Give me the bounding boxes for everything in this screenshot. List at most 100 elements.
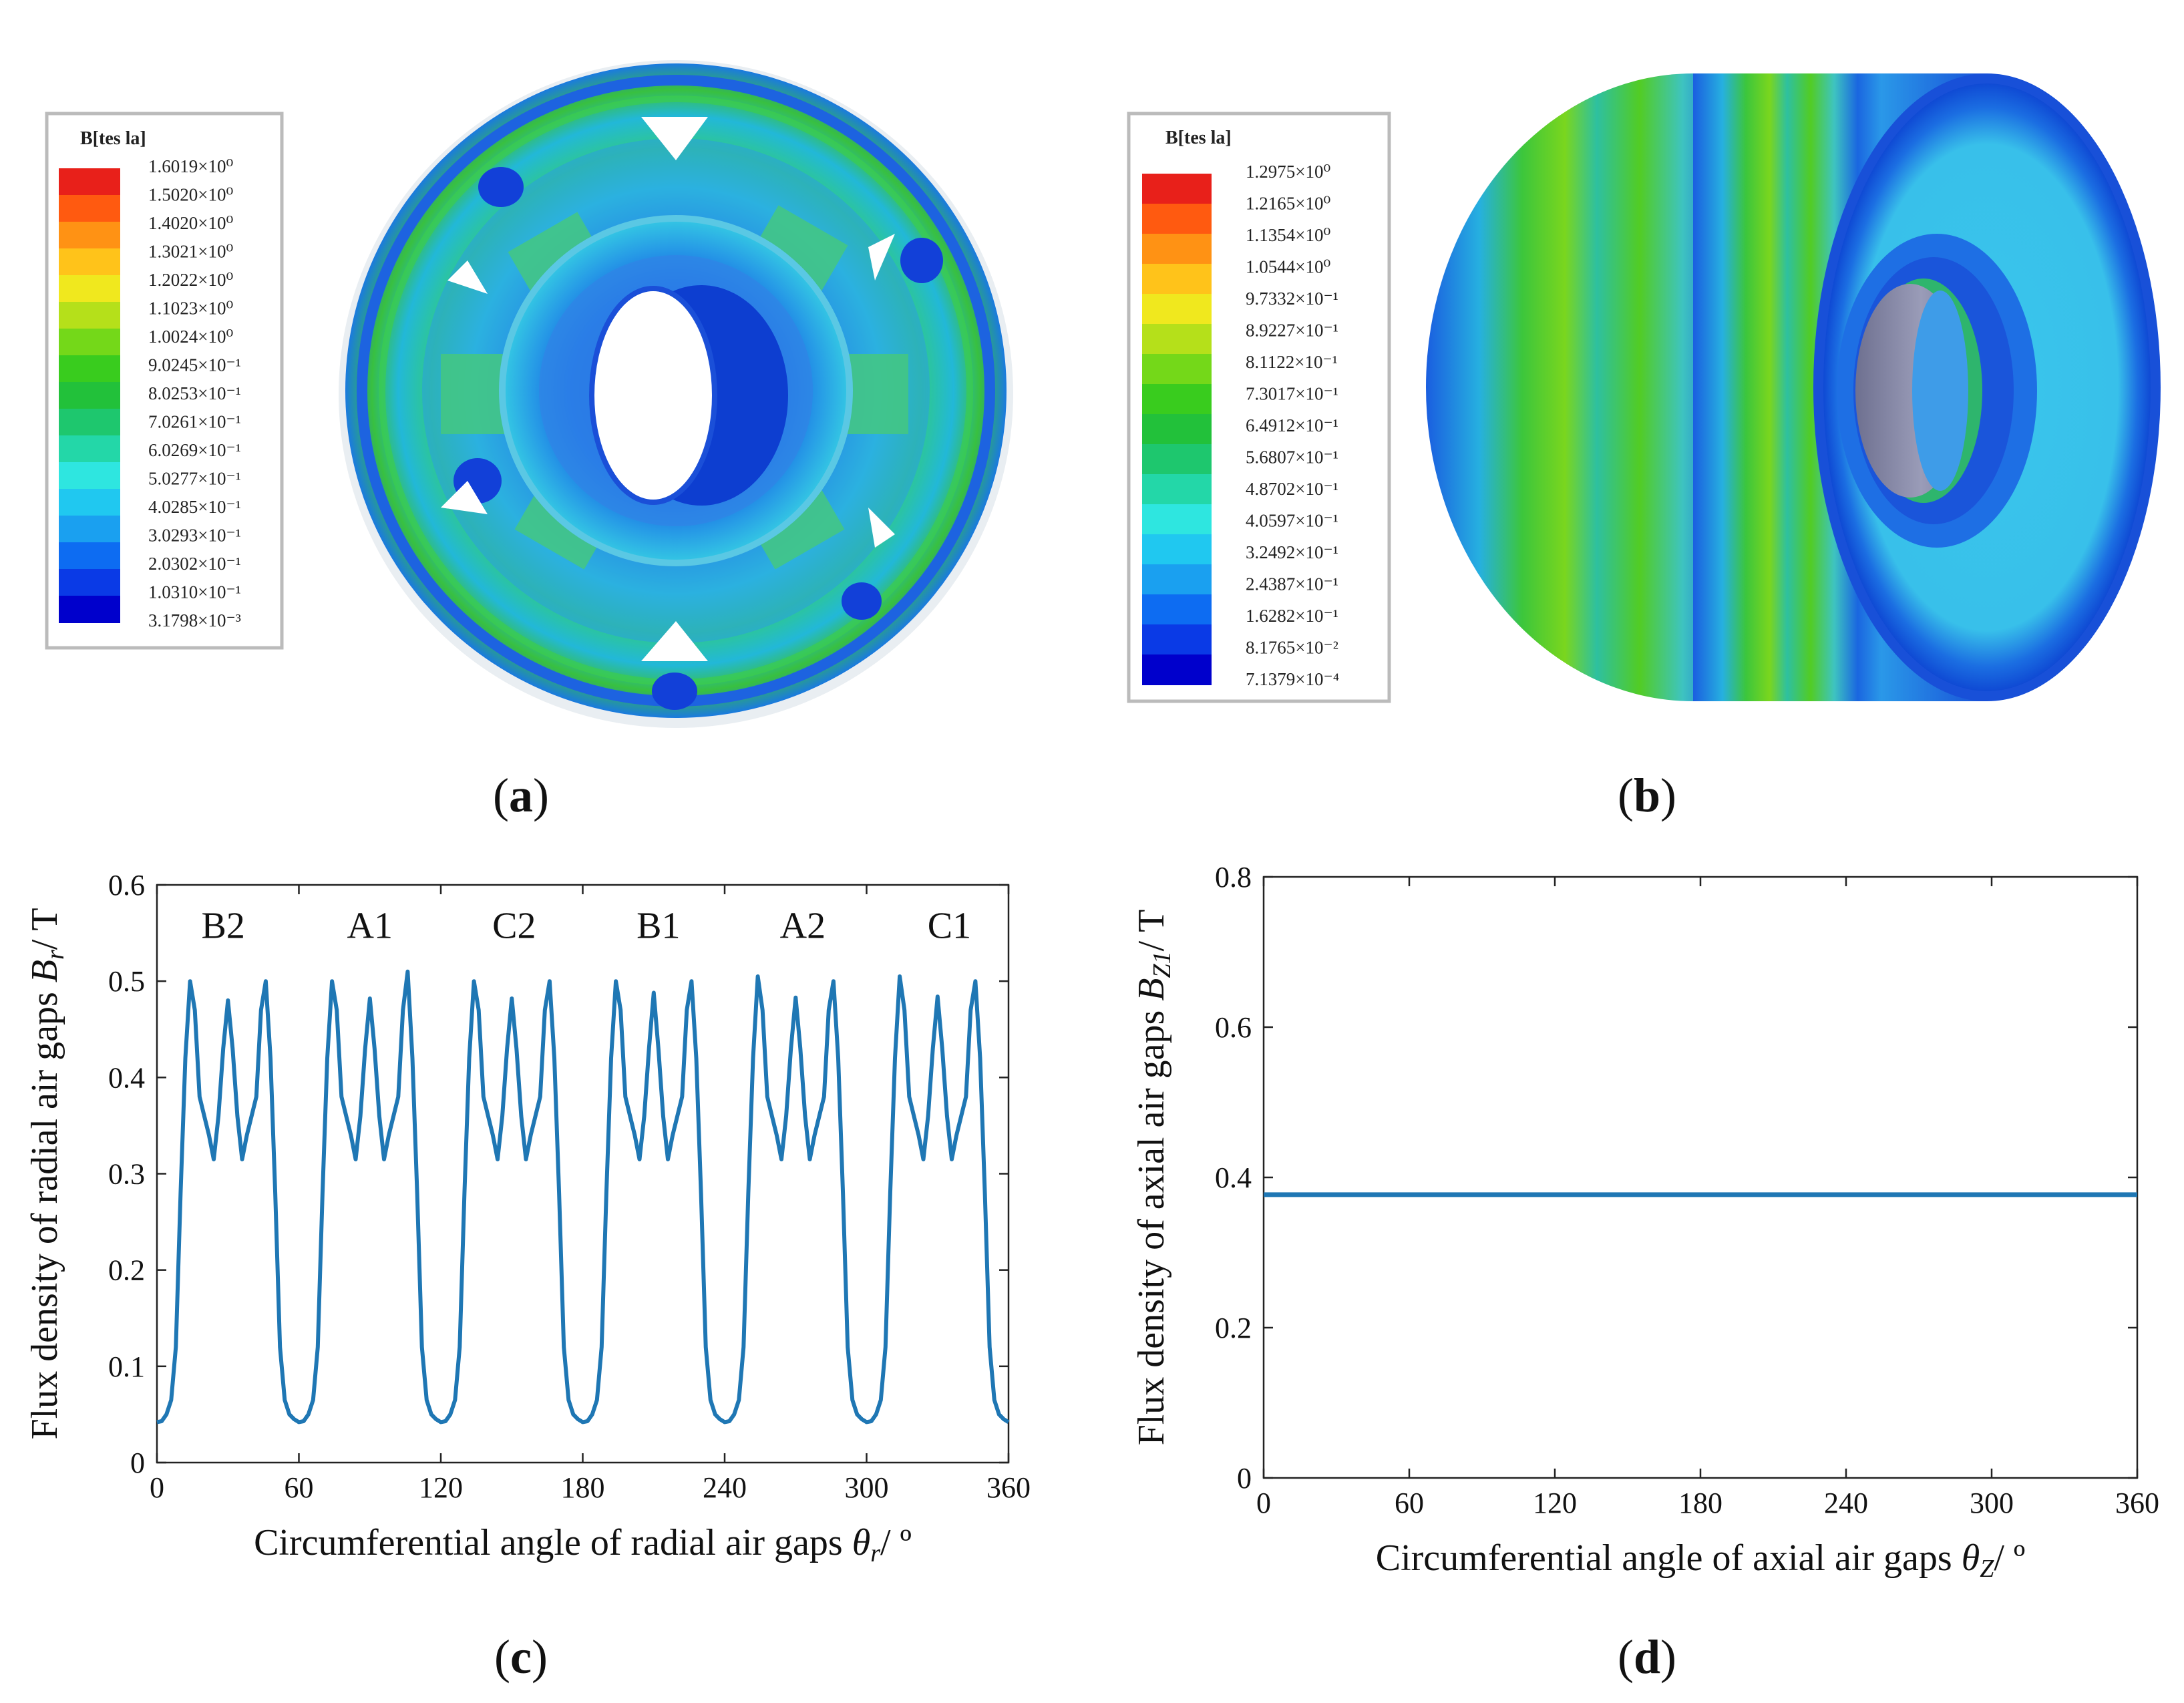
legend-a-swatch-0 (59, 168, 120, 196)
legend-b-swatch-6 (1142, 354, 1212, 385)
chart-d-xtick-label-5: 300 (1970, 1487, 2014, 1519)
legend-a-value-11: 5.0277×10⁻¹ (148, 469, 241, 489)
panel-a: B[tes la] 1.6019×10⁰ 1.5020×10⁰ 1.4020×10⁰… (45, 60, 1013, 822)
legend-b-swatch-8 (1142, 414, 1212, 445)
chart-d-xtick-label-6: 360 (2115, 1487, 2159, 1519)
legend-b-value-4: 9.7332×10⁻¹ (1246, 289, 1338, 309)
legend-b-value-11: 4.0597×10⁻¹ (1246, 511, 1338, 531)
legend-b-swatch-2 (1142, 234, 1212, 264)
chart-d-xtick-label-3: 180 (1678, 1487, 1722, 1519)
chart-c-xtick-label-0: 0 (150, 1471, 164, 1504)
legend-a-swatches (59, 168, 120, 623)
chart-c-xtick-label-6: 360 (986, 1471, 1031, 1504)
legend-a-swatch-7 (59, 355, 120, 383)
chart-d-xtick-label-2: 120 (1533, 1487, 1577, 1519)
legend-a-swatch-5 (59, 302, 120, 329)
legend-a-value-1: 1.5020×10⁰ (148, 185, 233, 205)
legend-a-value-3: 1.3021×10⁰ (148, 242, 233, 262)
legend-a-value-4: 1.2022×10⁰ (148, 270, 233, 290)
legend-a-swatch-2 (59, 222, 120, 249)
legend-b-value-2: 1.1354×10⁰ (1246, 225, 1330, 245)
legend-b-swatch-4 (1142, 294, 1212, 325)
chart-c-ytick-label-0: 0 (130, 1447, 145, 1479)
legend-a-value-12: 4.0285×10⁻¹ (148, 497, 241, 517)
legend-a-swatch-3 (59, 248, 120, 276)
chart-c-xtick-label-2: 120 (419, 1471, 463, 1504)
legend-b-value-14: 1.6282×10⁻¹ (1246, 606, 1338, 626)
legend-b-value-8: 6.4912×10⁻¹ (1246, 415, 1338, 435)
legend-b-swatch-5 (1142, 324, 1212, 355)
legend-a-swatch-8 (59, 382, 120, 409)
legend-b-value-5: 8.9227×10⁻¹ (1246, 321, 1338, 341)
legend-b: B[tes la] 1.2975×10⁰ 1.2165×10⁰ 1.1354×10⁰… (1127, 112, 1391, 703)
legend-b-swatch-9 (1142, 444, 1212, 475)
chart-d-ylabel: Flux density of axial air gaps BZ1/ T (1131, 910, 1176, 1446)
legend-b-value-3: 1.0544×10⁰ (1246, 257, 1330, 277)
legend-a-swatch-9 (59, 409, 120, 436)
legend-a-labels: 1.6019×10⁰ 1.5020×10⁰ 1.4020×10⁰ 1.3021×10⁰… (148, 156, 241, 630)
legend-b-swatch-13 (1142, 564, 1212, 595)
legend-a-value-10: 6.0269×10⁻¹ (148, 440, 241, 460)
chart-d-ytick-label-1: 0.2 (1215, 1312, 1252, 1344)
chart-d-xtick-label-4: 240 (1824, 1487, 1868, 1519)
legend-a-swatch-14 (59, 542, 120, 570)
chart-c-ytick-label-4: 0.4 (108, 1061, 145, 1094)
legend-a-swatch-10 (59, 435, 120, 463)
legend-b-value-10: 4.8702×10⁻¹ (1246, 479, 1338, 499)
legend-b-title: B[tes la] (1165, 128, 1232, 148)
legend-b-value-16: 7.1379×10⁻⁴ (1246, 669, 1339, 689)
chart-c-frame (156, 884, 1010, 1464)
legend-a-swatch-4 (59, 275, 120, 303)
legend-b-swatch-11 (1142, 504, 1212, 535)
chart-c-ylabel: Flux density of radial air gaps Br/ T (24, 908, 69, 1439)
legend-a-swatch-1 (59, 195, 120, 222)
legend-a-title: B[tes la] (80, 128, 146, 149)
legend-b-swatch-16 (1142, 654, 1212, 685)
legend-a-swatch-12 (59, 489, 120, 516)
legend-b-swatch-14 (1142, 594, 1212, 625)
motor-axial-flux-image (1426, 73, 2161, 701)
legend-b-value-7: 7.3017×10⁻¹ (1246, 384, 1338, 404)
chart-c-peak-label-A1: A1 (347, 905, 393, 946)
chart-c-peak-label-C1: C1 (928, 905, 971, 946)
legend-a-value-6: 1.0024×10⁰ (148, 327, 233, 347)
chart-c: 0 60 120 180 240 300 360 0 0.1 0.2 0.3 0.4 0.5 0.6 Cir… (24, 869, 1031, 1567)
chart-c-xtick-label-3: 180 (561, 1471, 605, 1504)
chart-c-peak-label-B2: B2 (201, 905, 244, 946)
caption-b: (b) (1618, 769, 1676, 822)
legend-a-swatch-6 (59, 329, 120, 356)
legend-b-value-15: 8.1765×10⁻² (1246, 638, 1338, 658)
chart-d-frame (1262, 876, 2139, 1479)
legend-a-swatch-13 (59, 516, 120, 543)
legend-b-labels: 1.2975×10⁰ 1.2165×10⁰ 1.1354×10⁰ 1.0544×10⁰… (1246, 162, 1339, 689)
chart-d-xlabel: Circumferential angle of axial air gaps … (1376, 1537, 2026, 1583)
legend-b-value-9: 5.6807×10⁻¹ (1246, 447, 1338, 467)
chart-c-ytick-label-6: 0.6 (108, 869, 145, 902)
legend-b-swatch-15 (1142, 624, 1212, 655)
chart-d-ytick-label-2: 0.4 (1215, 1161, 1252, 1194)
legend-a-value-8: 8.0253×10⁻¹ (148, 383, 241, 403)
chart-c-ytick-label-3: 0.3 (108, 1158, 145, 1191)
caption-a: (a) (493, 769, 549, 822)
chart-c-peak-label-B1: B1 (636, 905, 680, 946)
legend-b-swatch-0 (1142, 174, 1212, 204)
legend-b-swatch-3 (1142, 264, 1212, 295)
chart-c-xlabel: Circumferential angle of radial air gaps… (254, 1522, 912, 1567)
chart-c-peak-label-C2: C2 (492, 905, 536, 946)
chart-d-xtick-label-1: 60 (1395, 1487, 1424, 1519)
chart-c-xtick-label-1: 60 (285, 1471, 314, 1504)
legend-a-value-9: 7.0261×10⁻¹ (148, 412, 241, 432)
legend-a-swatch-16 (59, 596, 120, 623)
legend-a-value-16: 3.1798×10⁻³ (148, 610, 241, 630)
legend-b-value-12: 3.2492×10⁻¹ (1246, 542, 1338, 562)
legend-b-value-1: 1.2165×10⁰ (1246, 194, 1330, 214)
legend-a-value-2: 1.4020×10⁰ (148, 213, 233, 233)
legend-a-value-15: 1.0310×10⁻¹ (148, 582, 241, 602)
chart-d-xtick-label-0: 0 (1256, 1487, 1271, 1519)
legend-a-value-14: 2.0302×10⁻¹ (148, 554, 241, 574)
chart-c-xtick-label-4: 240 (703, 1471, 747, 1504)
legend-b-value-0: 1.2975×10⁰ (1246, 162, 1330, 182)
legend-b-swatches (1142, 174, 1212, 685)
chart-d-ytick-label-4: 0.8 (1215, 861, 1252, 894)
chart-d: 0 60 120 180 240 300 360 0 0.2 0.4 0.6 0.8 Circumfer… (1131, 861, 2159, 1583)
